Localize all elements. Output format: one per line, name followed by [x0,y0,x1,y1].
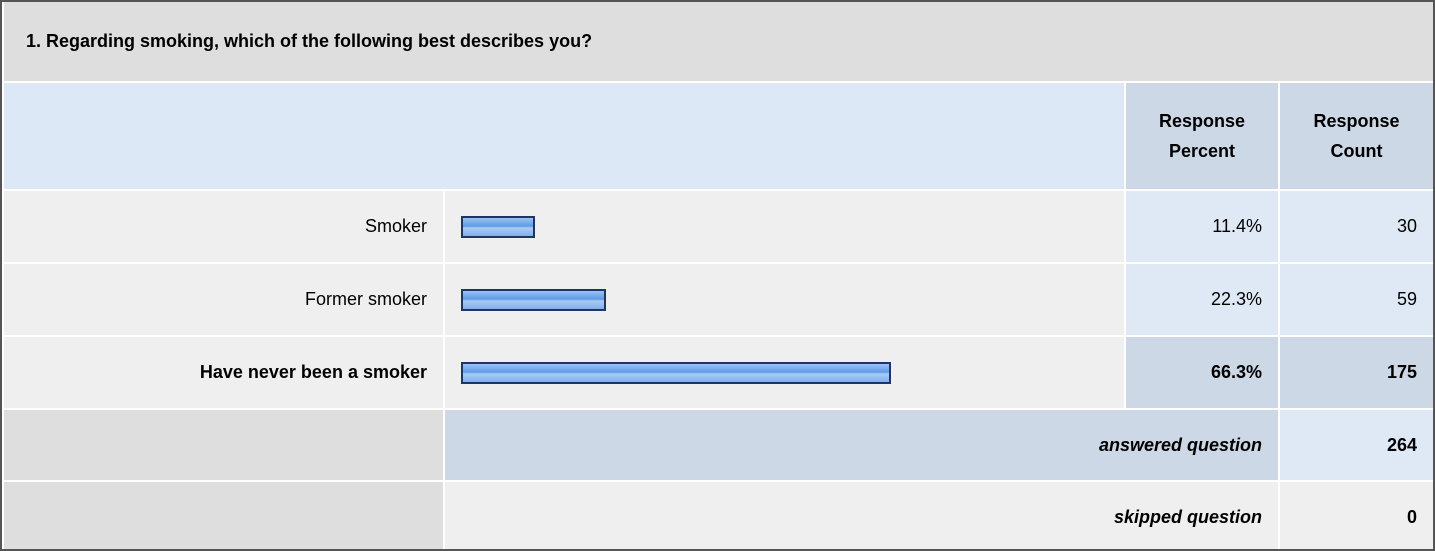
skipped-count: 0 [1277,480,1433,549]
question-title: 1. Regarding smoking, which of the follo… [2,2,1433,83]
title-row: 1. Regarding smoking, which of the follo… [2,2,1433,83]
blank-cell [2,408,445,482]
bar-cell [443,262,1126,337]
answer-row: Have never been a smoker 66.3% 175 [2,335,1433,410]
skipped-label: skipped question [443,480,1280,549]
percent-bar [461,288,606,311]
response-count: 175 [1277,335,1433,410]
header-blank [2,81,1126,191]
answer-row: Former smoker 22.3% 59 [2,262,1433,337]
response-percent: 22.3% [1124,262,1280,337]
percent-header: Response Percent [1124,81,1280,191]
response-count: 30 [1277,189,1433,264]
bar-cell [443,189,1126,264]
percent-bar [461,361,892,384]
answer-row: Smoker 11.4% 30 [2,189,1433,264]
answered-row: answered question 264 [2,408,1433,482]
bar-cell [443,335,1126,410]
answered-count: 264 [1277,408,1433,482]
blank-cell [2,480,445,549]
answer-label: Smoker [2,189,445,264]
count-header: Response Count [1277,81,1433,191]
response-percent: 66.3% [1124,335,1280,410]
skipped-row: skipped question 0 [2,480,1433,549]
response-count: 59 [1277,262,1433,337]
answered-label: answered question [443,408,1280,482]
response-percent: 11.4% [1124,189,1280,264]
percent-bar [461,215,535,238]
answer-label: Have never been a smoker [2,335,445,410]
answer-label: Former smoker [2,262,445,337]
header-row: Response Percent Response Count [2,81,1433,191]
